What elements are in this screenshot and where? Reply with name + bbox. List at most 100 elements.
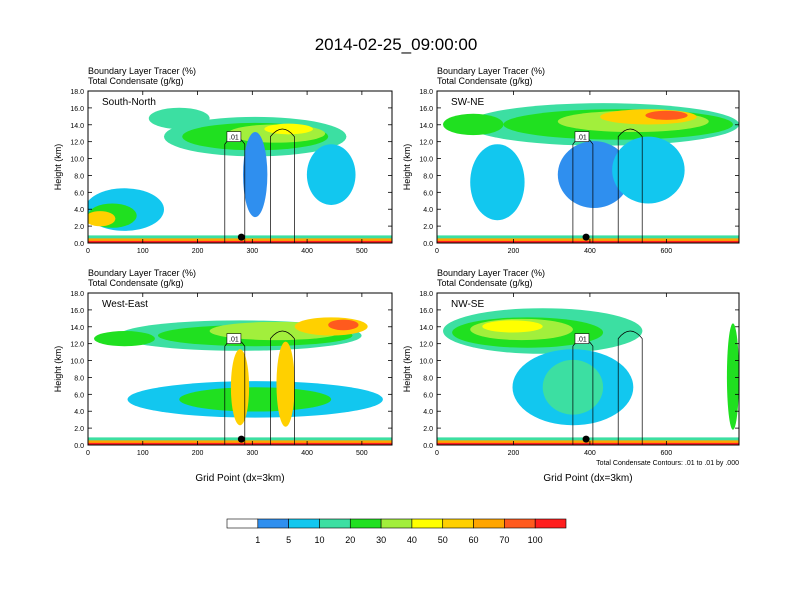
panel-west-east: .01 West-East Boundary Layer Tracer (%)Tot… bbox=[53, 268, 393, 484]
colorbar-label: 5 bbox=[286, 535, 291, 545]
x-tick-label: 200 bbox=[192, 450, 204, 457]
contour-line bbox=[617, 128, 643, 243]
y-tick-label: 16.0 bbox=[70, 106, 84, 113]
x-tick-label: 100 bbox=[137, 248, 149, 255]
field-blob bbox=[243, 132, 268, 218]
contour-label-box bbox=[574, 131, 590, 142]
panel-nw-se: .01 NW-SE Boundary Layer Tracer (%) Total C… bbox=[402, 268, 740, 484]
x-axis-label: Grid Point (dx=3km) bbox=[543, 473, 632, 484]
plot-frame bbox=[87, 292, 393, 446]
y-tick-label: 14.0 bbox=[419, 325, 433, 332]
x-tick-label: 500 bbox=[356, 248, 368, 255]
subtitle-tracer: Boundary Layer Tracer (%) bbox=[88, 66, 196, 76]
colorbar-swatch bbox=[534, 518, 567, 529]
y-tick-label: 12.0 bbox=[419, 140, 433, 147]
y-tick-label: 10.0 bbox=[419, 359, 433, 366]
y-tick-label: 2.0 bbox=[423, 426, 433, 433]
colorbar-label: 1 bbox=[255, 535, 260, 545]
colorbar-swatch bbox=[504, 518, 536, 529]
x-tick-label: 0 bbox=[435, 248, 439, 255]
x-tick-label: 500 bbox=[356, 450, 368, 457]
contour-line bbox=[270, 128, 295, 243]
condensate-field bbox=[437, 103, 739, 243]
x-tick-label: 400 bbox=[301, 248, 313, 255]
field-blob bbox=[276, 341, 295, 427]
y-tick-label: 2.0 bbox=[74, 224, 84, 231]
plot-frame bbox=[87, 90, 393, 244]
y-tick-label: 8.0 bbox=[74, 375, 84, 382]
contour-label: .01 bbox=[229, 135, 239, 142]
field-blob bbox=[470, 144, 525, 221]
colorbar-label: 60 bbox=[469, 535, 479, 545]
x-tick-label: 0 bbox=[86, 248, 90, 255]
plot-frame bbox=[436, 292, 740, 446]
y-tick-label: 16.0 bbox=[419, 308, 433, 315]
y-tick-label: 14.0 bbox=[70, 123, 84, 130]
plot-frame bbox=[436, 90, 740, 244]
x-tick-label: 400 bbox=[584, 248, 596, 255]
contour-line bbox=[617, 330, 643, 445]
field-blob bbox=[148, 107, 210, 129]
location-marker bbox=[237, 435, 245, 443]
y-tick-label: 14.0 bbox=[70, 325, 84, 332]
y-tick-label: 18.0 bbox=[70, 291, 84, 298]
y-tick-label: 18.0 bbox=[419, 89, 433, 96]
y-tick-label: 6.0 bbox=[74, 392, 84, 399]
y-tick-label: 2.0 bbox=[74, 426, 84, 433]
subtitle-tracer: Boundary Layer Tracer (%) bbox=[437, 268, 545, 278]
boundary-layer-band bbox=[88, 442, 392, 445]
field-blob bbox=[94, 331, 155, 347]
y-tick-label: 2.0 bbox=[423, 224, 433, 231]
subtitle-tracer: Boundary Layer Tracer (%) bbox=[88, 268, 196, 278]
condensate-field bbox=[88, 107, 392, 243]
y-tick-label: 12.0 bbox=[70, 342, 84, 349]
contour-line bbox=[270, 330, 295, 445]
colorbar-swatch bbox=[288, 518, 320, 529]
colorbar-label: 20 bbox=[345, 535, 355, 545]
y-tick-label: 4.0 bbox=[74, 207, 84, 214]
contour-label: .01 bbox=[577, 337, 587, 344]
field-blob bbox=[645, 110, 688, 120]
subtitle-condensate: Total Condensate (g/kg) bbox=[88, 278, 184, 288]
y-tick-label: 14.0 bbox=[419, 123, 433, 130]
colorbar-swatch bbox=[349, 518, 382, 529]
field-blob bbox=[726, 323, 739, 430]
y-tick-label: 10.0 bbox=[419, 157, 433, 164]
y-axis-label: Height (km) bbox=[402, 144, 412, 191]
contour-label-box bbox=[226, 131, 242, 142]
y-tick-label: 4.0 bbox=[423, 409, 433, 416]
contour-label: .01 bbox=[577, 135, 587, 142]
boundary-layer-band bbox=[437, 440, 739, 445]
location-marker bbox=[582, 233, 590, 241]
x-tick-label: 100 bbox=[137, 450, 149, 457]
x-tick-label: 300 bbox=[246, 450, 258, 457]
y-tick-label: 16.0 bbox=[70, 308, 84, 315]
field-blob bbox=[328, 319, 359, 331]
y-tick-label: 12.0 bbox=[70, 140, 84, 147]
contour-note: Total Condensate Contours: .01 to .01 by… bbox=[596, 460, 739, 467]
colorbar-label: 50 bbox=[438, 535, 448, 545]
x-tick-label: 400 bbox=[584, 450, 596, 457]
figure-title: 2014-02-25_09:00:00 bbox=[315, 35, 478, 54]
y-tick-label: 10.0 bbox=[70, 157, 84, 164]
x-tick-label: 200 bbox=[508, 450, 520, 457]
y-tick-label: 6.0 bbox=[423, 392, 433, 399]
x-tick-label: 200 bbox=[192, 248, 204, 255]
x-tick-label: 300 bbox=[246, 248, 258, 255]
colorbar-swatch bbox=[319, 518, 351, 529]
y-tick-label: 0.0 bbox=[423, 241, 433, 248]
y-tick-label: 0.0 bbox=[423, 443, 433, 450]
x-tick-label: 200 bbox=[508, 248, 520, 255]
colorbar-swatch bbox=[380, 518, 413, 529]
y-tick-label: 10.0 bbox=[70, 359, 84, 366]
panel-name: NW-SE bbox=[451, 299, 484, 310]
subtitle-tracer: Boundary Layer Tracer (%) bbox=[437, 66, 545, 76]
y-tick-label: 0.0 bbox=[74, 443, 84, 450]
y-tick-label: 18.0 bbox=[70, 89, 84, 96]
x-tick-label: 600 bbox=[661, 450, 673, 457]
x-tick-label: 400 bbox=[301, 450, 313, 457]
boundary-layer-band bbox=[437, 442, 739, 445]
colorbar-label: 30 bbox=[376, 535, 386, 545]
panel-name: SW-NE bbox=[451, 97, 484, 108]
